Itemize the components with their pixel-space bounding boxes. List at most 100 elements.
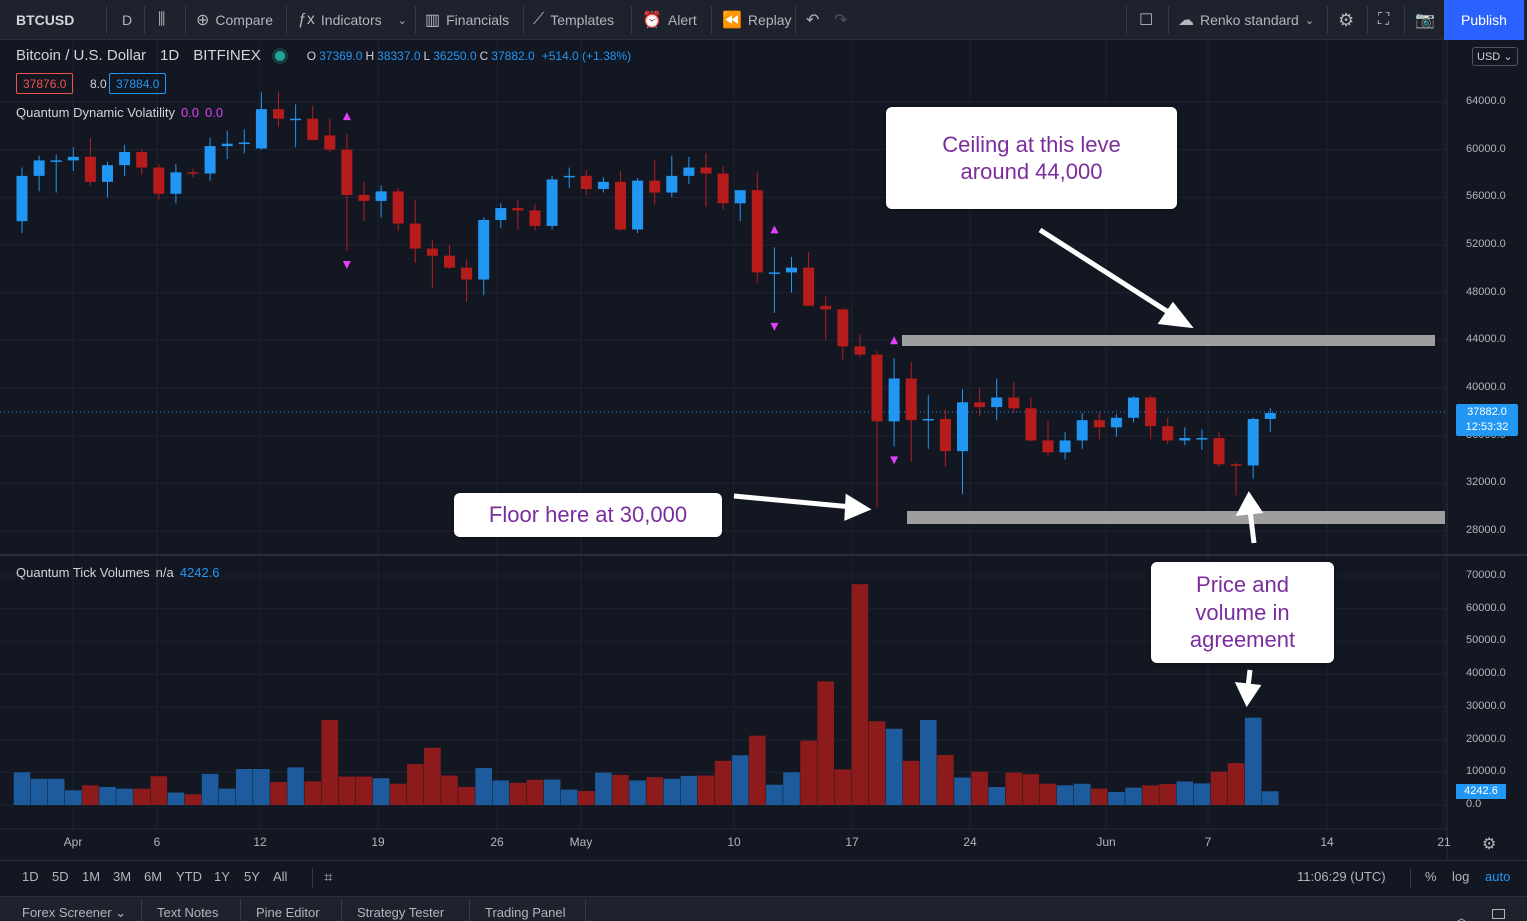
alert-button[interactable]: ⏰ Alert [636,0,703,40]
volume-bar [680,775,698,805]
alert-label: Alert [667,12,697,28]
sell-price-box[interactable]: 37876.0 [16,73,74,94]
volume-bar [868,721,886,805]
volatility-indicator-name: Quantum Dynamic Volatility [16,105,175,120]
volume-bar [167,792,185,805]
volume-bar [338,776,356,805]
range-button[interactable]: 3M [113,869,132,884]
compare-label: Compare [215,12,273,28]
percent-label: % [1425,869,1437,884]
range-button[interactable]: 1D [22,869,39,884]
layout-name-label: Renko standard [1200,12,1299,28]
redo-button[interactable]: ↷ [828,0,853,40]
annotation-arrows [733,227,1264,708]
symbol-search-button[interactable]: BTCUSD [10,0,80,40]
agreement-callout[interactable]: Price and volume in agreement [1151,562,1334,663]
auto-scale-button[interactable]: auto [1485,869,1510,884]
financials-button[interactable]: ▥ Financials [419,0,515,40]
fullscreen-button[interactable]: ⛶ [1372,0,1395,40]
ceiling-arrow [1038,227,1178,320]
snapshot-button[interactable]: 📷 [1409,0,1441,40]
ohlc-values: O 37369.0 H 38337.0 L 36250.0 C 37882.0 +514… [307,49,631,63]
ceiling-callout[interactable]: Ceiling at this leve around 44,000 [886,107,1177,209]
templates-button[interactable]: ⟋ Templates [527,0,620,40]
replay-button[interactable]: ⏪ Replay [716,0,798,40]
chart-settings-gear-icon[interactable]: ⚙ [1482,836,1497,853]
volume-bar [834,769,852,805]
candle-body [461,267,473,280]
candle-body [221,143,233,147]
time-tick-label: May [570,835,593,849]
price-tick-label: 48000.0 [1466,285,1506,298]
interval-label: D [122,12,133,28]
percent-scale-button[interactable]: % [1425,869,1437,884]
candle-body [1025,408,1037,441]
candle-body [717,173,729,204]
candle-body [1042,440,1054,453]
maximize-panel-button[interactable] [1492,909,1505,919]
tab-trading-panel[interactable]: Trading Panel [485,905,565,920]
volume-bar [407,764,424,805]
candle-body [409,223,421,249]
candle-body [1196,438,1208,440]
volume-tick-label: 60000.0 [1466,601,1506,614]
candle-body [546,179,558,226]
layout-select-button[interactable]: ☐ [1133,0,1159,40]
top-toolbar: BTCUSD D ⫼ ⊕ Compare ƒx Indicators ⌄ ▥ Finan… [0,0,1527,40]
undo-button[interactable]: ↶ [800,0,825,40]
change-value: +514.0 (+1.38%) [541,48,632,63]
toolbar-divider [1410,868,1411,888]
indicators-button[interactable]: ƒx Indicators ⌄ [292,0,413,40]
cloud-icon: ☁ [1178,12,1194,29]
publish-button[interactable]: Publish [1444,0,1524,40]
save-layout-button[interactable]: ☁ Renko standard ⌄ [1172,0,1320,40]
range-button[interactable]: 1Y [214,869,230,884]
log-scale-button[interactable]: log [1452,869,1469,884]
close-key: C [479,48,489,63]
templates-icon: ⟋ [533,11,545,28]
settings-button[interactable]: ⚙ [1332,0,1360,40]
candle-body [153,167,165,194]
range-button[interactable]: All [273,869,288,884]
time-axis[interactable]: Apr 6 12 19 26 May 10 17 24 Jun 7 14 21 [64,835,1451,849]
volume-tick-label: 0.0 [1466,798,1482,810]
tab-strategy-tester[interactable]: Strategy Tester [357,905,444,920]
candle-body [1179,438,1191,441]
range-button[interactable]: YTD [176,869,202,884]
candle-body [324,135,336,150]
volatility-indicator-legend[interactable]: Quantum Dynamic Volatility 0.0 0.0 [16,105,223,120]
chart-type-button[interactable]: ⫼ [152,0,171,40]
goto-date-button[interactable]: ⌗ [324,869,332,886]
chart-canvas[interactable]: Apr 6 12 19 26 May 10 17 24 Jun 7 14 21 [0,40,1527,860]
tab-pine-editor[interactable]: Pine Editor [256,905,320,920]
volume-bar [47,778,65,805]
range-button[interactable]: 6M [144,869,163,884]
candle-body [375,191,387,201]
candle-body [1264,413,1276,419]
ceiling-level-line[interactable] [902,335,1435,346]
volume-indicator-legend[interactable]: Quantum Tick Volumes n/a 4242.6 [16,565,220,580]
clock-display[interactable]: 11:06:29 (UTC) [1297,869,1386,884]
volume-bar [1159,784,1176,805]
compare-button[interactable]: ⊕ Compare [190,0,279,40]
toolbar-divider [1126,6,1127,34]
tab-text-notes[interactable]: Text Notes [157,905,218,920]
tab-forex-screener[interactable]: Forex Screener ⌄ [22,905,126,921]
candle-body [84,156,96,182]
tab-divider [240,899,241,921]
interval-button[interactable]: D [116,0,138,40]
candle-body [957,402,968,452]
currency-select[interactable]: USD ⌄ [1472,47,1518,66]
camera-icon: 📷 [1415,12,1435,29]
floor-callout[interactable]: Floor here at 30,000 [454,493,722,537]
range-button[interactable]: 1M [82,869,101,884]
range-button[interactable]: 5D [52,869,69,884]
price-tick-label: 40000.0 [1466,381,1506,393]
spread-value-box: 8.0 [84,73,113,94]
candle-body [392,191,404,224]
buy-price-box[interactable]: 37884.0 [109,73,167,94]
range-button[interactable]: 5Y [244,869,260,884]
volume-bar [902,760,920,805]
floor-level-line[interactable] [907,511,1445,524]
collapse-panel-button[interactable]: ︿ [1455,907,1468,921]
